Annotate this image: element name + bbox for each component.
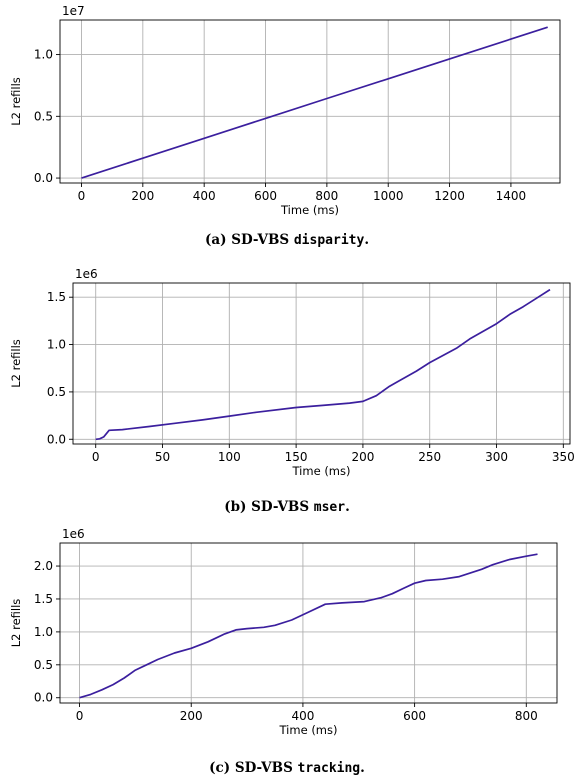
y-tick-label: 0.5 [47, 385, 66, 399]
y-exponent-label: 1e6 [75, 267, 98, 281]
chart-panel-disparity: 0 200 400 600 800 1000 1200 1400 0.0 0.5 1.0 1e7 Tim… [9, 4, 561, 217]
x-tick-label: 600 [403, 709, 426, 723]
plot-frame [72, 282, 571, 445]
x-tick-label: 400 [193, 189, 216, 203]
y-tick-label: 0.0 [34, 171, 53, 185]
x-tick-label: 250 [418, 450, 441, 464]
x-axis-label: Time (ms) [292, 464, 351, 478]
plot-frame [59, 19, 561, 184]
y-tick-label: 1.5 [47, 290, 66, 304]
x-tick-label: 200 [180, 709, 203, 723]
x-tick-label: 400 [291, 709, 314, 723]
x-tick-label: 150 [285, 450, 308, 464]
x-tick-label: 800 [315, 189, 338, 203]
y-tick-label: 0.5 [34, 109, 53, 123]
x-tick-label: 200 [351, 450, 374, 464]
x-tick-label: 0 [92, 450, 100, 464]
y-tick-label: 2.0 [34, 559, 53, 573]
x-tick-label: 0 [76, 709, 84, 723]
chart-panel-mser: 0 50 100 150 200 250 300 350 0.0 0.5 1.0 1.5 1e6 Time… [9, 267, 574, 478]
y-exponent-label: 1e6 [62, 527, 85, 541]
y-tick-label: 0.5 [34, 658, 53, 672]
x-axis-label: Time (ms) [280, 203, 339, 217]
chart-panel-tracking: 0 200 400 600 800 0.0 0.5 1.0 1.5 2.0 1e6 Time (ms)… [9, 527, 558, 737]
x-tick-label: 800 [515, 709, 538, 723]
x-tick-label: 350 [552, 450, 574, 464]
x-tick-label: 100 [218, 450, 241, 464]
series-line-tracking [79, 553, 538, 699]
x-axis-label: Time (ms) [279, 723, 338, 737]
x-tick-label: 0 [78, 189, 86, 203]
y-tick-label: 1.5 [34, 592, 53, 606]
x-tick-label: 300 [485, 450, 508, 464]
caption-tracking: (c) SD-VBS tracking. [209, 760, 365, 776]
caption-disparity: (a) SD-VBS disparity. [205, 232, 369, 248]
y-tick-label: 1.0 [47, 338, 66, 352]
y-axis-label: L2 refills [9, 339, 23, 388]
x-tick-label: 1400 [496, 189, 527, 203]
caption-mser: (b) SD-VBS mser. [224, 499, 350, 515]
plot-frame [59, 542, 558, 704]
series-line-disparity [81, 26, 548, 179]
x-tick-label: 600 [254, 189, 277, 203]
x-tick-label: 1200 [434, 189, 465, 203]
y-tick-label: 1.0 [34, 48, 53, 62]
y-tick-label: 0.0 [34, 691, 53, 705]
series-line-mser [95, 288, 551, 441]
y-exponent-label: 1e7 [62, 4, 85, 18]
x-tick-label: 1000 [373, 189, 404, 203]
y-axis-label: L2 refills [9, 77, 23, 126]
x-tick-label: 200 [131, 189, 154, 203]
y-tick-label: 1.0 [34, 625, 53, 639]
y-axis-label: L2 refills [9, 599, 23, 648]
y-tick-label: 0.0 [47, 432, 66, 446]
x-tick-label: 50 [155, 450, 170, 464]
